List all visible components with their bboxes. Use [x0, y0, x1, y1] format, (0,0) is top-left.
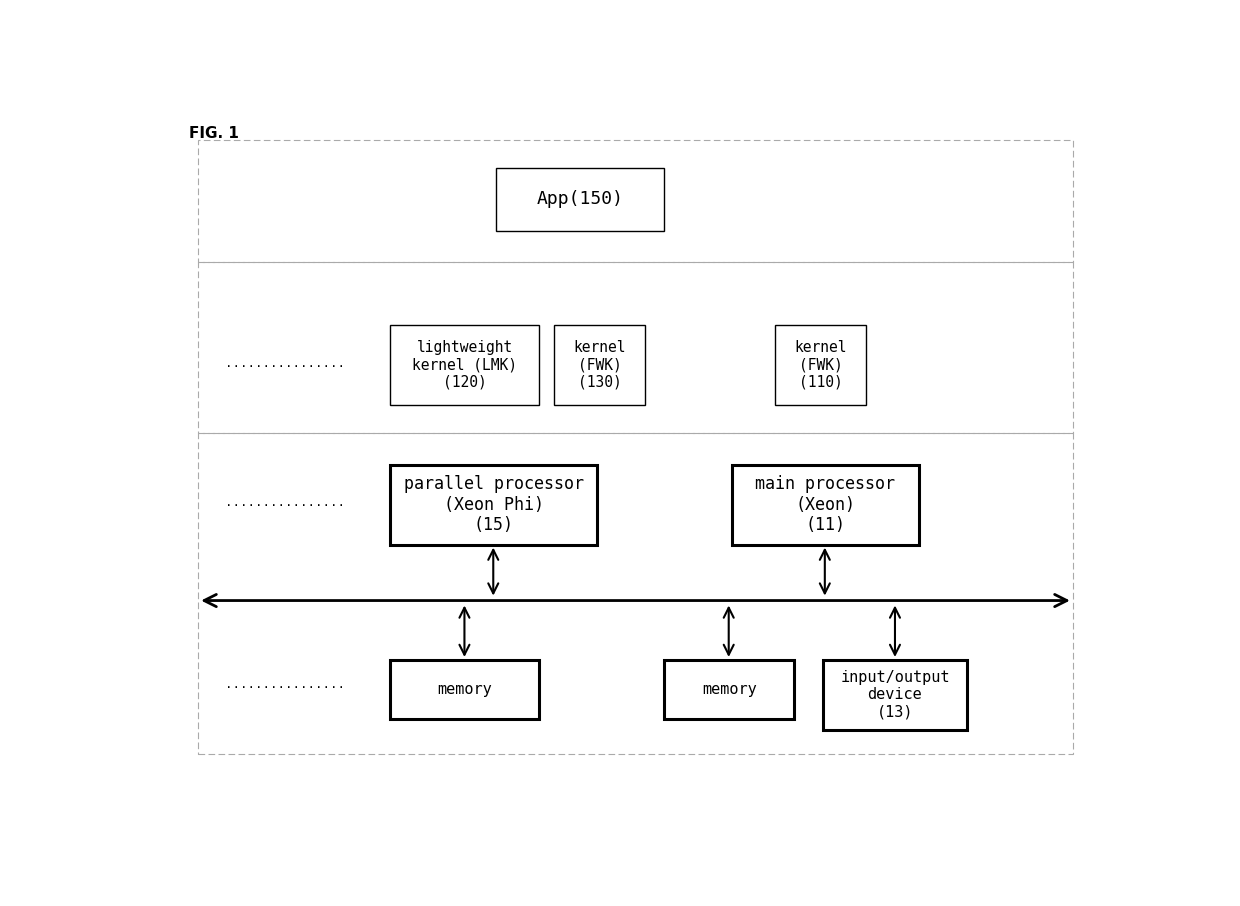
FancyBboxPatch shape: [496, 168, 665, 231]
Text: memory: memory: [702, 682, 756, 697]
FancyBboxPatch shape: [391, 465, 596, 545]
Text: main processor
(Xeon)
(11): main processor (Xeon) (11): [755, 475, 895, 535]
Text: App(150): App(150): [537, 190, 624, 208]
Text: ................: ................: [224, 496, 345, 509]
FancyBboxPatch shape: [391, 325, 539, 405]
FancyBboxPatch shape: [391, 660, 539, 719]
Text: ................: ................: [224, 357, 345, 370]
FancyBboxPatch shape: [775, 325, 866, 405]
Text: input/output
device
(13): input/output device (13): [841, 670, 950, 719]
FancyBboxPatch shape: [665, 660, 794, 719]
Text: FIG. 1: FIG. 1: [188, 126, 238, 141]
Text: lightweight
kernel (LMK)
(120): lightweight kernel (LMK) (120): [413, 340, 517, 390]
FancyBboxPatch shape: [554, 325, 645, 405]
Text: memory: memory: [438, 682, 492, 697]
FancyBboxPatch shape: [823, 660, 967, 729]
Text: ................: ................: [224, 678, 345, 690]
Text: parallel processor
(Xeon Phi)
(15): parallel processor (Xeon Phi) (15): [404, 475, 584, 535]
FancyBboxPatch shape: [732, 465, 919, 545]
Text: kernel
(FWK)
(110): kernel (FWK) (110): [795, 340, 847, 390]
Text: kernel
(FWK)
(130): kernel (FWK) (130): [573, 340, 626, 390]
